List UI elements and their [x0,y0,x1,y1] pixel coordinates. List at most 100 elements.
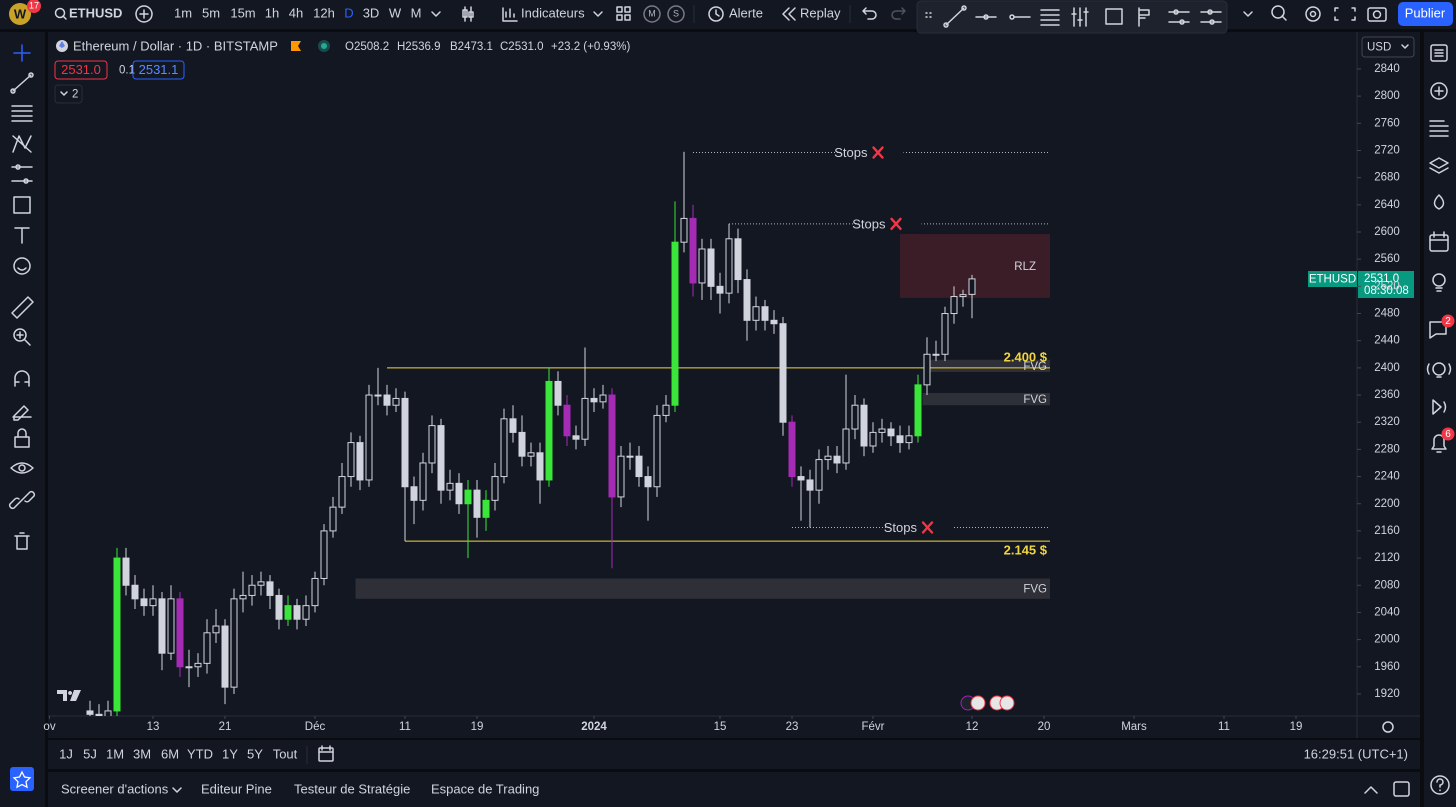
interval[interactable]: 4h [289,5,303,20]
panel-collapse[interactable] [1364,786,1378,794]
price-change: +23.2 (+0.93%) [551,41,630,53]
undo[interactable] [862,7,877,20]
candle-body [518,431,526,457]
candle-body [230,598,238,688]
candle-body [770,319,778,325]
watchlist-star[interactable] [10,767,34,791]
stop-label: Stops [884,520,918,535]
layout-icon[interactable] [616,6,631,21]
panel-tab[interactable]: Testeur de Stratégie [294,781,410,796]
panel-maximize[interactable] [1393,781,1410,797]
candle-body [671,241,679,406]
tv-logo [57,690,81,701]
x-tick-label: 19 [1290,721,1303,733]
buy-box[interactable] [132,60,185,80]
panel-tab[interactable]: Espace de Trading [431,781,539,796]
range-button[interactable]: Tout [273,746,298,761]
interval[interactable]: M [411,5,422,20]
candle-body [383,394,391,406]
candle-body [320,530,328,579]
currency-select[interactable] [1361,36,1415,58]
range-button[interactable]: 3M [133,746,151,761]
screener-dropdown[interactable] [172,787,182,793]
interval[interactable]: 12h [313,5,335,20]
interval[interactable]: D [344,5,353,20]
candle-body [941,313,949,355]
sell-box[interactable] [54,60,108,80]
interval[interactable]: 3D [363,5,380,20]
badge-count: 2 [1445,316,1451,327]
candle-body [617,455,625,498]
symbol-tag-label: ETHUSD [1309,274,1356,286]
chart-style-icon[interactable] [462,6,474,22]
y-tick-label: 2600 [1374,226,1400,238]
range-button[interactable]: 5Y [247,746,263,761]
layout-dropdown[interactable] [1243,11,1253,17]
chart-pane [48,32,1420,738]
range-button[interactable]: 1M [106,746,124,761]
right-sidebar-icons[interactable] [1426,44,1452,795]
avatar[interactable] [9,3,31,25]
x-tick-label: 12 [966,721,979,733]
collapse-box[interactable] [54,84,83,104]
range-button[interactable]: 6M [161,746,179,761]
range-button[interactable]: 1Y [222,746,238,761]
publish-label: Publier [1405,5,1446,20]
candle-body [725,238,733,294]
interval[interactable]: 5m [202,5,220,20]
symbol[interactable]: ETHUSD [69,5,122,20]
candle-body [788,421,796,478]
interval[interactable]: 15m [230,5,255,20]
indicators-dropdown[interactable] [593,11,603,17]
search-icon[interactable] [54,7,66,19]
x-tick-label: 23 [786,721,799,733]
publish-button[interactable] [1398,2,1453,26]
add-symbol[interactable] [135,5,153,23]
candle-body [329,506,337,532]
candle-body [716,285,724,294]
left-tool-icons[interactable] [8,44,36,550]
drawing-toolbar-icons[interactable] [925,5,1222,28]
snapshot[interactable] [1367,7,1387,22]
mode-toggle[interactable] [667,5,685,23]
range-button[interactable]: 5J [83,746,97,761]
redo[interactable] [891,7,906,20]
candle-body [509,418,517,433]
flag[interactable] [291,41,301,51]
stop-cross [872,146,884,159]
panel-tab[interactable]: Screener d'actions [61,781,169,796]
bottom-panel [48,772,1420,807]
economic-events[interactable] [960,695,1015,711]
replay-button[interactable]: Replay [800,5,841,20]
candle-body [275,594,283,620]
settings-icon [1309,10,1317,18]
interval-dropdown[interactable] [431,11,441,17]
indicators-button[interactable]: Indicateurs [521,5,585,20]
y-tick-label: 1920 [1374,688,1400,700]
alert-button[interactable]: Alerte [729,5,763,20]
zone [926,359,1050,372]
quick-search[interactable] [1271,5,1285,19]
interval[interactable]: 1h [265,5,279,20]
candle-body [365,394,373,481]
snapshot-icon [1372,10,1382,19]
x-tick-label: 11 [399,721,411,733]
mode-toggle[interactable] [643,5,661,23]
fullscreen[interactable] [1334,7,1356,21]
panel-tab[interactable]: Editeur Pine [201,781,272,796]
y-tick-label: 2640 [1374,199,1400,211]
range-button[interactable]: YTD [187,746,213,761]
candle-body [302,605,310,620]
interval[interactable]: W [389,5,402,20]
settings[interactable] [1305,6,1321,22]
interval[interactable]: 1m [174,5,192,20]
axis-settings[interactable] [1382,721,1394,733]
x-tick-label: 20 [1038,721,1051,733]
y-tick-label: 1960 [1374,661,1400,673]
range-button[interactable]: 1J [59,746,73,761]
ohlc-value: O2508.2 [345,41,389,53]
collapsed-count: 2 [72,89,78,101]
candle-body [464,489,472,505]
candle-body [257,581,265,586]
goto-date[interactable] [318,745,334,762]
